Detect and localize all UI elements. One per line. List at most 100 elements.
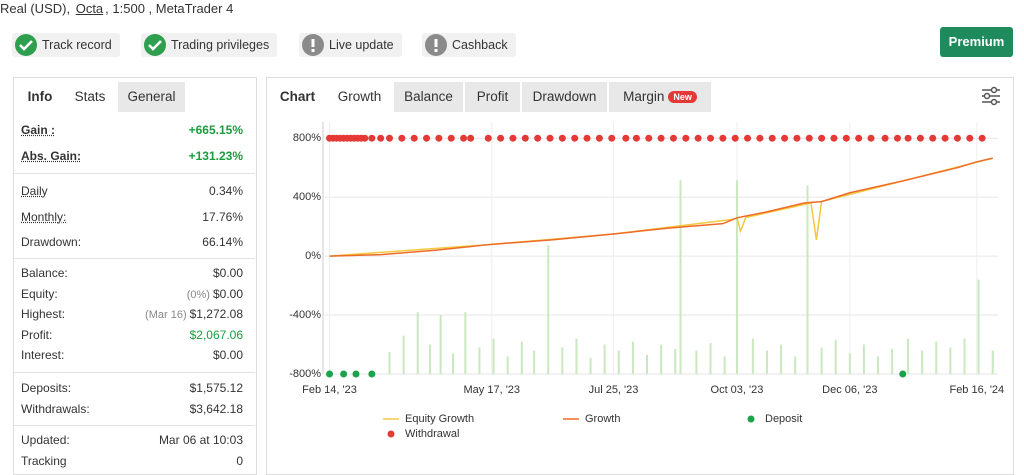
point [694,134,702,142]
tab[interactable]: Balance [394,82,463,112]
stat-label: Withdrawals: [21,402,90,416]
stat-row: Updated: Mar 06 at 10:03 [21,430,243,450]
stat-label: Tracking [21,454,67,468]
stat-value-text: $0.00 [212,266,243,280]
bar [451,353,454,374]
point [447,134,455,142]
legend-swatch [387,430,395,438]
separator [14,173,255,174]
stat-value-text: 17.76% [202,210,243,224]
stat-label: Deposits: [21,381,72,395]
line [329,157,993,257]
bar [439,315,442,374]
tab[interactable]: Margin New [609,82,711,112]
stat-label: Gain : [21,123,56,137]
badge-label: Live update [329,38,394,52]
stat-label: Highest: [21,307,66,321]
stat-row: Abs. Gain: +131.23% [21,146,243,166]
bar [977,279,980,374]
legend-swatch [747,415,755,423]
stat-value-text: $1,272.08 [189,307,243,321]
point [398,134,406,142]
bar [589,357,592,374]
bar [780,344,783,374]
tab[interactable]: Info [27,89,53,104]
point [978,134,986,142]
stat-row: Monthly: 17.76% [21,207,243,227]
point [534,134,542,142]
tab[interactable]: Profit [465,82,520,112]
stat-note: (0%) [186,289,210,301]
bar [660,344,663,374]
stat-label: Monthly: [21,210,67,224]
tab[interactable]: General [118,82,185,112]
point [377,134,385,142]
point [818,134,826,142]
bar [547,245,550,374]
tab[interactable]: Chart [279,89,316,104]
y-tick-label: 800% [293,132,321,144]
point [645,134,653,142]
account-details: , 1:500 , MetaTrader 4 [105,1,234,16]
point [682,134,690,142]
badge: Cashback [422,33,516,57]
point [781,134,789,142]
point [929,134,937,142]
bar [735,180,738,374]
stat-value: $0.00 [213,345,243,365]
stat-label: Equity: [21,287,58,301]
x-tick-label: Feb 14, '23 [302,384,357,396]
badge-label: Trading privileges [171,38,270,52]
point [509,134,517,142]
point [622,134,630,142]
x-tick-label: Feb 16, '24 [949,384,1004,396]
tab[interactable]: Stats [62,82,118,112]
stat-label: Drawdown: [21,235,82,249]
tab-label: Margin [623,89,665,104]
badge-label: Cashback [452,38,508,52]
point [904,134,912,142]
badge: Track record [12,33,120,57]
stat-label: Daily [21,184,48,198]
bar [429,344,432,374]
point [756,134,764,142]
bar [695,350,698,374]
tab[interactable]: Growth [327,82,392,112]
stat-row: Deposits: $1,575.12 [21,378,243,398]
broker-link[interactable]: Octa [75,1,104,16]
point [546,134,554,142]
bar [464,312,467,374]
bar [848,353,851,374]
point [966,134,974,142]
bar [862,344,865,374]
separator [14,258,255,259]
bar [877,356,880,374]
bar [388,351,391,374]
premium-button[interactable]: Premium [940,27,1013,57]
stat-value-text: 0.34% [208,184,243,198]
y-tick-label: 0% [305,250,321,262]
stat-row: Tracking 0 [21,451,243,471]
stat-row: Interest: $0.00 [21,345,243,365]
stat-value: $0.00 [213,263,243,283]
point [855,134,863,142]
point [595,134,603,142]
stat-row: Balance: $0.00 [21,263,243,283]
point [467,134,475,142]
bar [674,348,677,374]
point [497,134,505,142]
stat-value: 0.34% [209,181,243,201]
tab[interactable]: Drawdown [522,82,607,112]
point [842,134,850,142]
account-header: Real (USD), Octa, 1:500 , MetaTrader 4 [0,1,233,16]
point [583,134,591,142]
stat-value: +131.23% [189,146,243,166]
stat-value-text: $0.00 [212,348,243,362]
bar [891,348,894,374]
stat-row: Gain : +665.15% [21,120,243,140]
settings-icon[interactable] [980,85,1002,107]
y-tick-label: -400% [289,309,321,321]
x-tick-label: May 17, '23 [464,384,521,396]
